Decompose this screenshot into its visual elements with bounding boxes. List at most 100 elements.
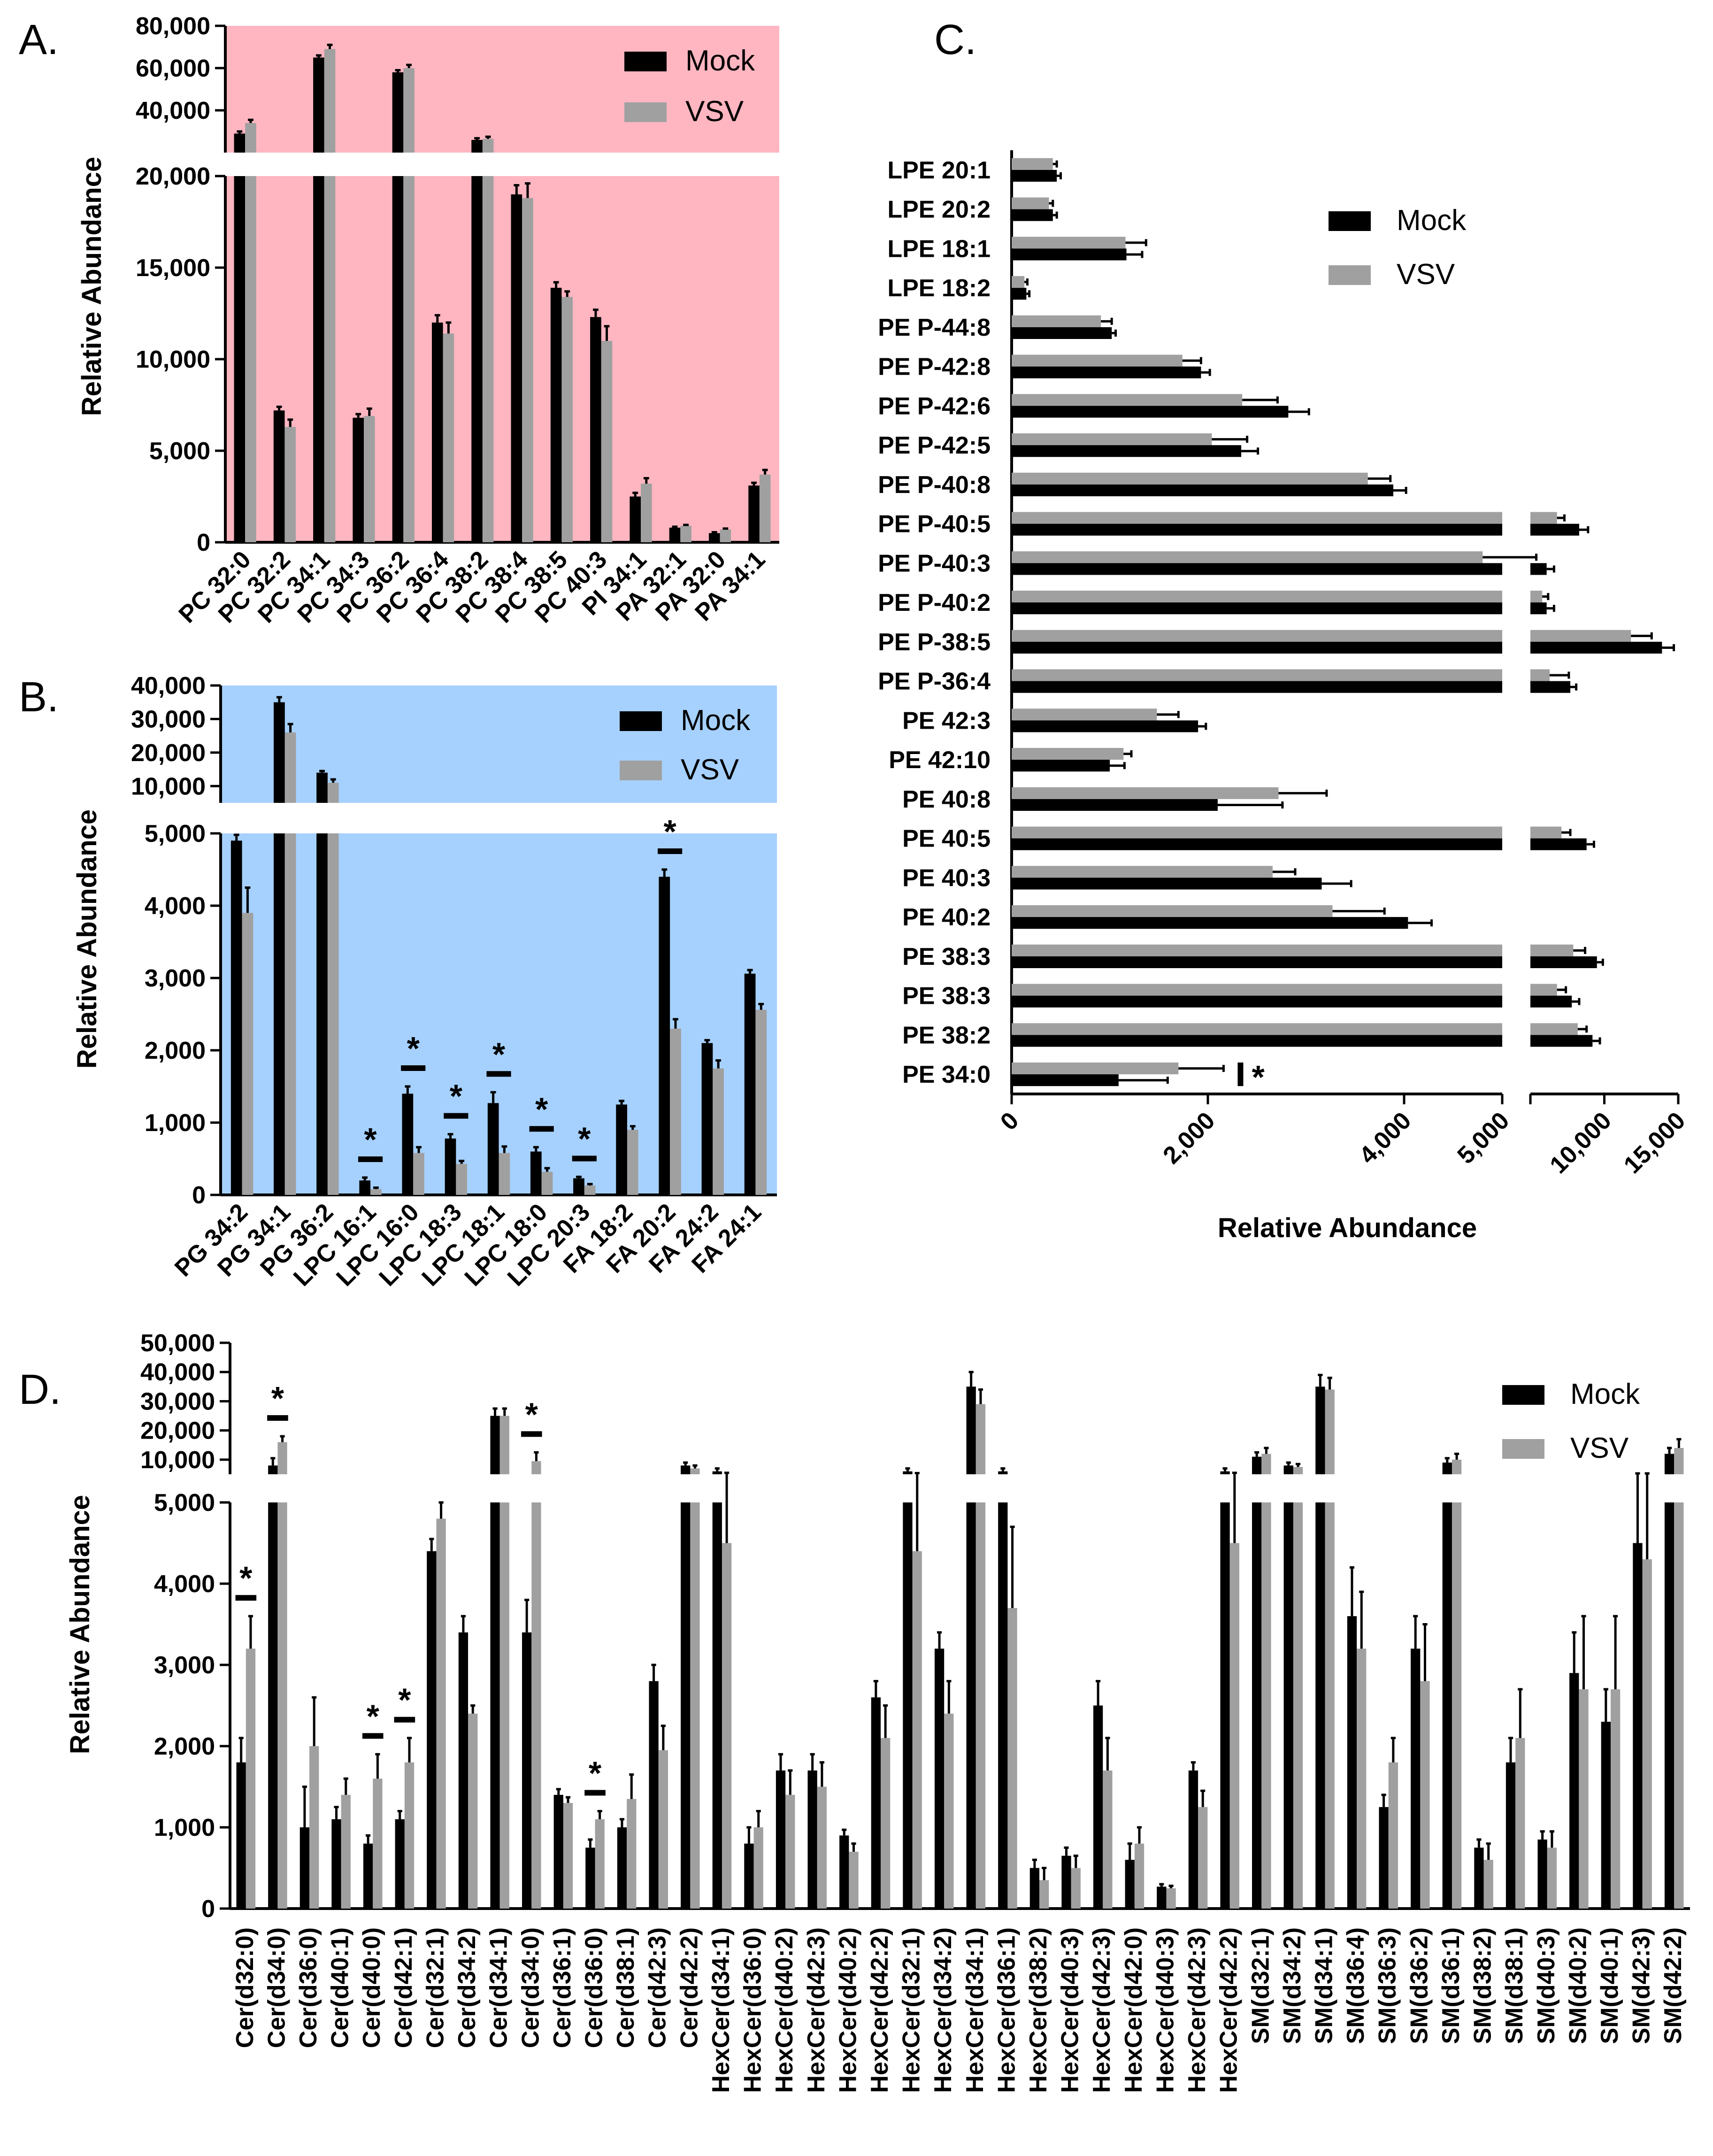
d-bar-vsv <box>1579 1689 1589 1909</box>
d-significance-bar <box>521 1431 542 1437</box>
d-bar-mock <box>649 1681 659 1909</box>
c-bar-vsv <box>1012 276 1025 288</box>
a-bar-mock <box>392 72 404 153</box>
panel-d: D. 5,000 4,000 3,000 2,000 1,000 0 50,00040,00… <box>19 1330 1690 2093</box>
panel-a-legend-vsv-swatch <box>624 102 667 122</box>
d-x-tick-label: Cer(d36:1) <box>549 1927 576 2048</box>
d-bar-mock <box>1029 1868 1040 1909</box>
d-bar-mock <box>1411 1648 1421 1909</box>
d-bar-vsv <box>944 1713 954 1909</box>
d-bar-mock <box>903 1471 913 1474</box>
b-bar-mock-lower <box>316 833 328 1195</box>
d-y-tick-label: 5,000 <box>154 1489 215 1517</box>
a-bar-mock <box>708 533 720 542</box>
c-y-tick-label: PE P-42:5 <box>878 432 991 459</box>
b-bar-mock <box>445 1138 456 1195</box>
b-bar-vsv <box>284 732 296 803</box>
b-bar-mock <box>701 1043 713 1195</box>
c-bar-vsv <box>1012 1063 1179 1075</box>
panel-b-legend-vsv-label: VSV <box>681 754 739 786</box>
b-bar-vsv-lower <box>284 833 296 1195</box>
d-bar-mock-lower <box>1252 1502 1262 1909</box>
b-bar-mock <box>359 1180 371 1195</box>
d-bar-vsv <box>341 1794 351 1909</box>
d-bar-mock-lower <box>998 1502 1008 1909</box>
b-bar-vsv <box>541 1171 553 1195</box>
c-bar-vsv <box>1012 708 1157 721</box>
a-bar-vsv <box>403 68 415 153</box>
a-bar-mock <box>353 417 364 542</box>
c-y-tick-label: PE 38:3 <box>902 983 991 1010</box>
c-bar-mock <box>1530 838 1587 850</box>
c-bar-mock <box>1012 445 1242 457</box>
a-bar-mock <box>234 133 246 153</box>
d-x-tick-label: SM(d34:2) <box>1279 1927 1306 2044</box>
d-bar-mock <box>1442 1463 1452 1474</box>
a-bar-mock-lower <box>392 176 404 542</box>
b-bar-mock-lower <box>274 833 285 1195</box>
d-bar-vsv <box>1420 1681 1430 1909</box>
d-bar-vsv-lower <box>976 1502 986 1909</box>
b-y-tick-label: 40,000 <box>131 672 206 700</box>
d-bar-vsv <box>817 1786 827 1909</box>
d-bar-vsv <box>785 1794 795 1909</box>
d-x-tick-label: Cer(d34:0) <box>263 1927 290 2048</box>
d-bar-mock <box>1664 1454 1675 1474</box>
d-bar-vsv <box>468 1713 478 1909</box>
c-bar-mock <box>1530 641 1662 654</box>
d-x-tick-label: SM(d40:1) <box>1596 1927 1623 2044</box>
d-y-tick-label: 3,000 <box>154 1652 215 1679</box>
d-x-tick-label: Cer(d32:0) <box>231 1927 259 2048</box>
b-bar-mock <box>744 973 756 1195</box>
b-bar-mock <box>230 840 242 1195</box>
c-bar-mock-lower <box>1012 602 1502 615</box>
c-y-tick-label: PE P-40:3 <box>878 550 991 577</box>
panel-b-upper-background <box>221 685 777 803</box>
a-bar-mock-lower <box>234 176 246 542</box>
c-y-tick-label: PE P-40:5 <box>878 511 991 538</box>
c-bar-mock <box>1530 602 1547 615</box>
d-bar-vsv <box>1642 1559 1652 1909</box>
b-significance-bar <box>658 848 683 854</box>
c-bar-vsv <box>1012 905 1333 917</box>
d-x-tick-label: SM(d40:3) <box>1533 1927 1560 2044</box>
d-bar-mock <box>1125 1860 1135 1909</box>
d-significance-star: * <box>271 1380 284 1417</box>
a-y-tick-label: 15,000 <box>136 254 210 282</box>
d-significance-star: * <box>239 1560 253 1596</box>
panel-b-legend-mock-swatch <box>620 711 662 731</box>
c-bar-vsv <box>1012 354 1183 367</box>
panel-b-legend: Mock VSV <box>620 704 751 786</box>
c-bar-vsv <box>1012 866 1273 878</box>
c-y-tick-label: PE P-42:6 <box>878 393 991 420</box>
d-bar-mock <box>681 1465 691 1474</box>
a-bar-vsv-lower <box>403 176 415 542</box>
panel-b-letter: B. <box>19 674 59 721</box>
c-y-tick-label: PE 42:3 <box>902 707 991 734</box>
a-y-tick-label: 10,000 <box>136 346 210 373</box>
d-bar-vsv-lower <box>1261 1502 1271 1909</box>
d-bar-vsv-lower <box>1293 1502 1303 1909</box>
a-bar-vsv <box>443 333 454 542</box>
a-bar-mock <box>313 57 324 153</box>
b-significance-bar <box>529 1126 554 1132</box>
d-x-tick-label: HexCer(d32:1) <box>898 1927 925 2093</box>
d-x-tick-label: HexCer(d42:3) <box>1183 1927 1211 2093</box>
panel-b-plot: 5,000 4,000 3,000 2,000 1,000 0 40,000 30,000 20… <box>131 672 777 1292</box>
d-bar-vsv <box>1388 1762 1398 1909</box>
b-significance-star: * <box>492 1036 506 1072</box>
c-bar-vsv <box>1530 512 1557 524</box>
c-x-tick-label: 5,000 <box>1452 1107 1514 1169</box>
c-bar-vsv <box>1530 1023 1578 1035</box>
d-x-tick-label: Cer(d42:2) <box>676 1927 703 2048</box>
c-bar-mock <box>1530 563 1547 575</box>
d-bar-mock-lower <box>1315 1502 1325 1909</box>
d-bar-vsv <box>277 1442 287 1474</box>
a-bar-mock <box>590 317 601 542</box>
d-bar-mock <box>1157 1886 1167 1909</box>
b-bar-mock <box>530 1151 542 1195</box>
d-x-tick-label: SM(d36:3) <box>1374 1927 1401 2044</box>
panel-c-legend: Mock VSV <box>1329 204 1467 291</box>
d-x-tick-label: SM(d36:4) <box>1342 1927 1369 2044</box>
